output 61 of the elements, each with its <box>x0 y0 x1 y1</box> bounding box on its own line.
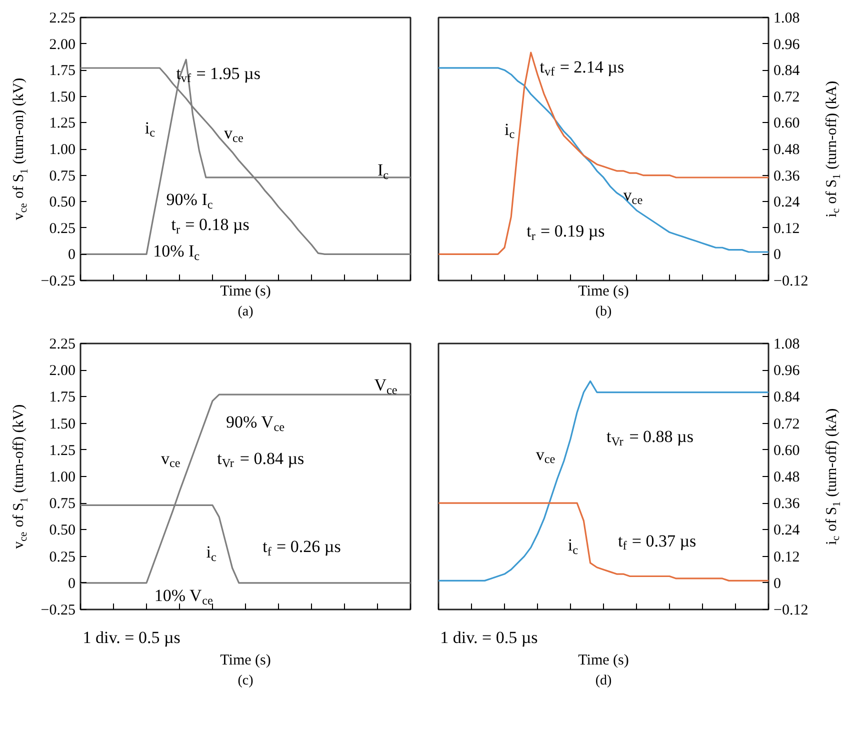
text: (a) <box>238 304 254 320</box>
y-tick-label: 1.50 <box>49 89 76 106</box>
y-axis-title: ic of S1 (turn-off) (kA) <box>824 80 844 218</box>
y-tick-label: 0 <box>774 247 781 264</box>
y-tick-label: −0.12 <box>774 602 808 618</box>
x-axis-title: Time (s) <box>220 652 271 668</box>
y-tick-label: 0.84 <box>774 390 800 406</box>
y-tick-label: 1.75 <box>49 63 76 80</box>
x-axis-title: Time (s) <box>578 284 629 300</box>
y-tick-label: 0.12 <box>774 220 800 237</box>
y-tick-label: 2.25 <box>49 10 76 26</box>
y-tick-label: 1.25 <box>49 116 76 132</box>
text: (d) <box>595 674 612 688</box>
y-tick-label: 1.08 <box>774 10 800 26</box>
y-tick-label: 2.25 <box>49 336 76 352</box>
line-series <box>438 380 768 582</box>
y-tick-label: 0.48 <box>774 470 800 486</box>
x-axis-title: Time (s) <box>220 284 271 300</box>
y-tick-label: 0.12 <box>774 549 800 566</box>
y-tick-label: −0.25 <box>40 274 76 290</box>
y-tick-label: 0.84 <box>774 63 800 80</box>
text: 1 div. = 0.5 µs <box>82 628 180 647</box>
y-tick-label: 1.25 <box>49 442 76 459</box>
y-tick-label: 0 <box>774 576 781 592</box>
y-tick-label: 0.36 <box>774 168 800 184</box>
line-series <box>80 394 410 584</box>
y-tick-label: 0.72 <box>774 89 800 106</box>
y-tick-label: 0.96 <box>774 363 800 380</box>
y-tick-label: 0.48 <box>774 142 800 158</box>
y-tick-label: 2.00 <box>49 363 76 380</box>
y-tick-label: 0.96 <box>774 36 800 53</box>
y-tick-label: 0.25 <box>49 220 76 237</box>
y-tick-label: 0.24 <box>774 194 800 211</box>
text: 1 div. = 0.5 µs <box>440 628 538 647</box>
y-tick-label: 0.50 <box>49 522 76 539</box>
y-axis-title: ic of S1 (turn-off) (kA) <box>824 408 844 545</box>
y-tick-label: 0.75 <box>49 496 76 512</box>
y-tick-label: −0.25 <box>40 602 76 618</box>
line-series <box>438 502 768 582</box>
y-tick-label: 0.72 <box>774 416 800 432</box>
text: (b) <box>595 304 612 320</box>
y-tick-label: 1.50 <box>49 416 76 432</box>
y-tick-label: 0.60 <box>774 116 800 132</box>
y-axis-title: vce of S1 (turn-on) (kV) <box>11 78 30 220</box>
y-tick-label: 0.60 <box>774 442 800 459</box>
y-tick-label: 1.75 <box>49 390 76 406</box>
y-tick-label: 2.00 <box>49 36 76 53</box>
y-tick-label: 1.00 <box>49 142 76 158</box>
y-tick-label: 0 <box>68 576 76 592</box>
y-tick-label: 0.50 <box>49 194 76 211</box>
y-tick-label: 1.08 <box>774 336 800 352</box>
y-axis-title: vce of S1 (turn-off) (kV) <box>11 404 30 549</box>
y-tick-label: −0.12 <box>774 274 808 290</box>
y-tick-label: 0.36 <box>774 496 800 512</box>
y-tick-label: 0.25 <box>49 549 76 566</box>
y-tick-label: 0 <box>68 247 76 264</box>
y-tick-label: 1.00 <box>49 470 76 486</box>
y-tick-label: 0.24 <box>774 522 800 539</box>
x-axis-title: Time (s) <box>578 652 629 668</box>
text: (c) <box>238 674 254 688</box>
y-tick-label: 0.75 <box>49 168 76 184</box>
